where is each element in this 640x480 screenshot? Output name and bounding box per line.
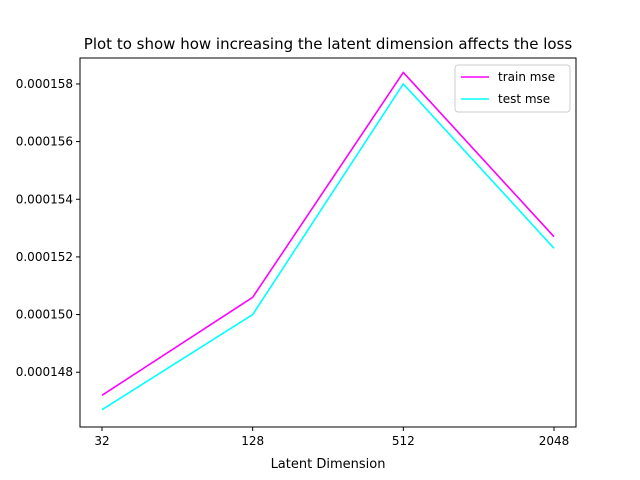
series-line-test-mse [101, 83, 555, 411]
y-tick-label: 0.000154 [16, 192, 73, 206]
y-tick-label: 0.000158 [16, 77, 73, 91]
x-tick-label: 32 [94, 434, 109, 448]
y-tick-label: 0.000152 [16, 250, 73, 264]
x-axis-label: Latent Dimension [271, 457, 386, 472]
x-tick-label: 2048 [539, 434, 570, 448]
chart-title: Plot to show how increasing the latent d… [84, 35, 573, 53]
legend-label: train mse [498, 70, 555, 84]
x-tick-label: 512 [392, 434, 415, 448]
legend-label: test mse [498, 92, 550, 106]
y-tick-label: 0.000148 [16, 365, 73, 379]
x-tick-label: 128 [241, 434, 264, 448]
y-tick-label: 0.000156 [16, 135, 73, 149]
axes-frame [79, 57, 577, 428]
series-line-train-mse [101, 71, 555, 396]
y-tick-label: 0.000150 [16, 308, 73, 322]
plot-area: 32 128 512 2048 0.000148 0.000150 0.000152 0.00… [16, 57, 577, 448]
